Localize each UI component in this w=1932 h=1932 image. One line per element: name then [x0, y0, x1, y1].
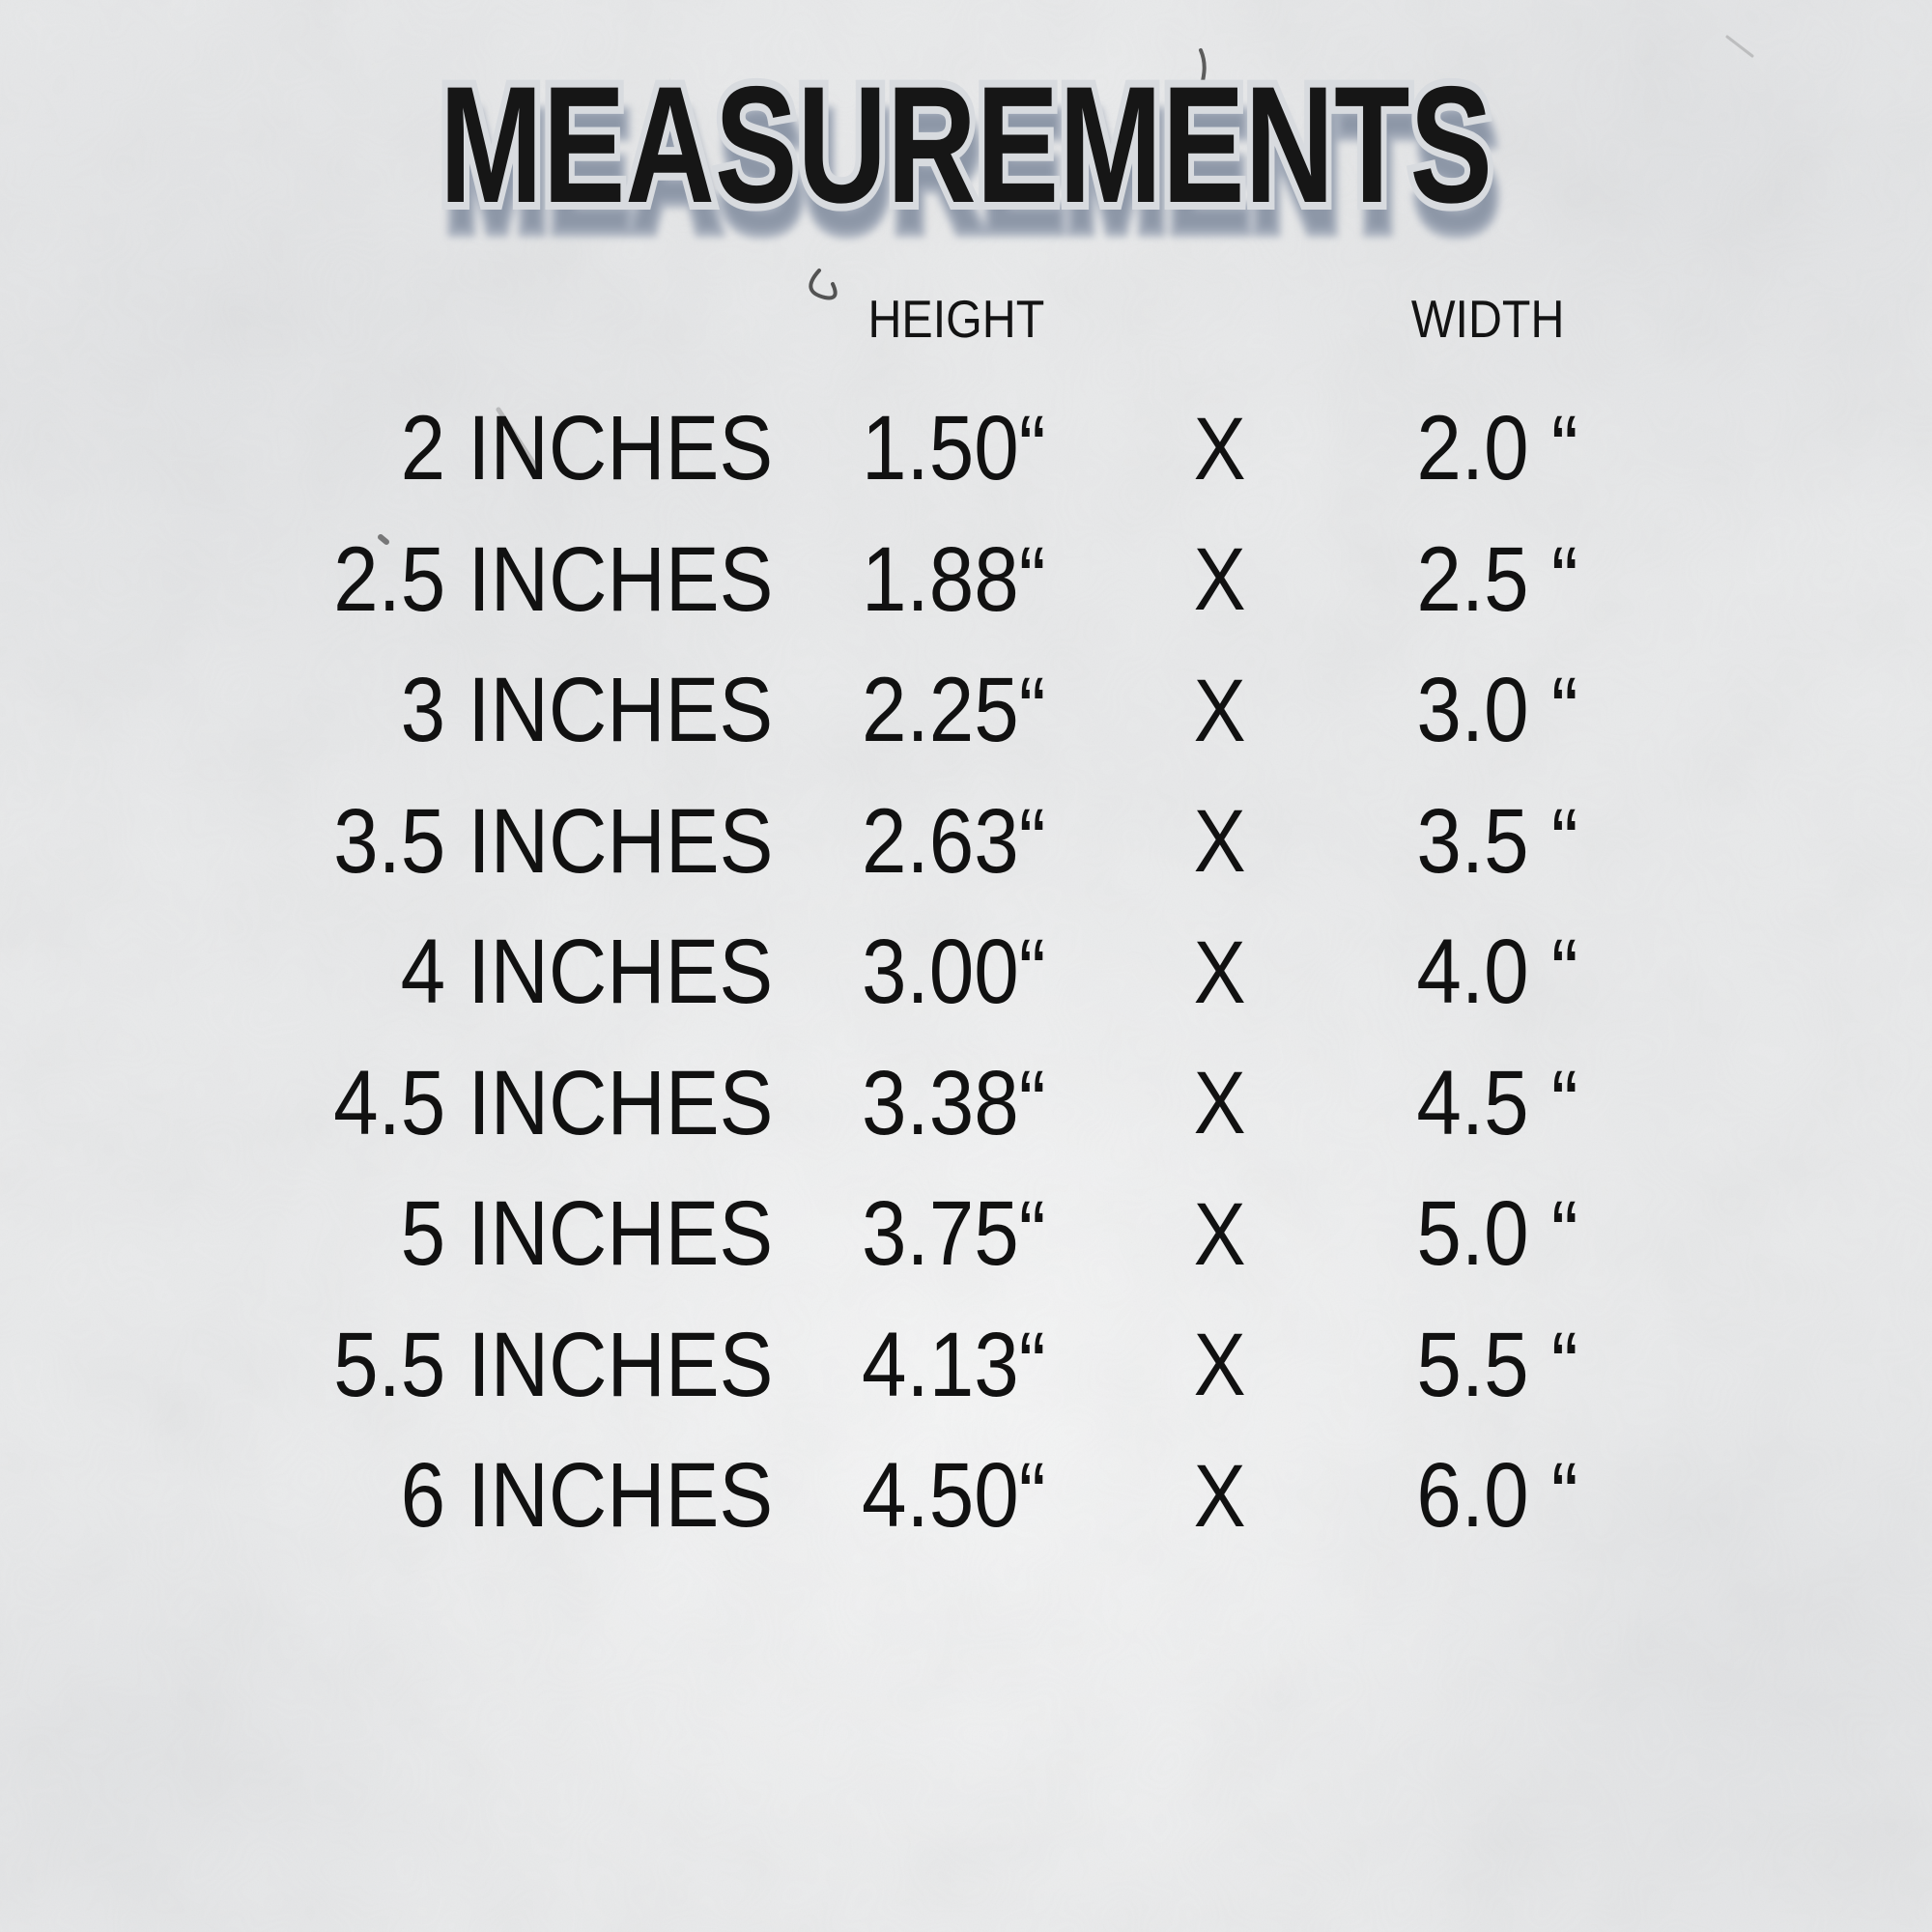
size-label: 5.5 INCHES: [0, 1313, 773, 1416]
table-row: 5.5 INCHES 4.13“ X 5.5 “: [0, 1300, 1690, 1432]
size-label-text: 3.5 INCHES: [332, 789, 773, 893]
x-separator-text: X: [1193, 399, 1246, 498]
size-label: 3 INCHES: [0, 665, 773, 756]
width-value: 3.0 “: [1304, 665, 1690, 756]
width-value: 5.0 “: [1304, 1188, 1690, 1280]
height-value: 1.88“: [773, 527, 1135, 631]
size-label: 4 INCHES: [0, 926, 773, 1018]
height-value-text: 1.88“: [862, 527, 1046, 631]
size-label-text: 5.5 INCHES: [332, 1313, 773, 1416]
height-value: 3.00“: [773, 926, 1135, 1018]
width-value-text: 5.0 “: [1416, 1182, 1578, 1286]
title-shadow-text: MEASUREMENTS: [445, 79, 1498, 265]
width-value-text: 5.5 “: [1416, 1313, 1578, 1416]
width-value: 2.5 “: [1304, 527, 1690, 631]
x-separator: X: [1135, 1321, 1304, 1409]
size-label-text: 2.5 INCHES: [332, 527, 773, 631]
x-separator-text: X: [1193, 1446, 1246, 1546]
size-label: 5 INCHES: [0, 1188, 773, 1280]
height-value: 4.13“: [773, 1313, 1135, 1416]
size-label-text: 3 INCHES: [400, 659, 773, 762]
x-separator: X: [1135, 1190, 1304, 1279]
table-row: 2.5 INCHES 1.88“ X 2.5 “: [0, 515, 1690, 646]
x-separator-text: X: [1193, 530, 1246, 630]
width-value-text: 2.5 “: [1416, 527, 1578, 631]
x-separator: X: [1135, 405, 1304, 494]
table-row: 4.5 INCHES 3.38“ X 4.5 “: [0, 1038, 1690, 1170]
x-separator: X: [1135, 928, 1304, 1017]
width-value: 3.5 “: [1304, 789, 1690, 893]
table-row: 4 INCHES 3.00“ X 4.0 “: [0, 907, 1690, 1038]
x-separator-text: X: [1193, 1054, 1246, 1153]
table-row: 2 INCHES 1.50“ X 2.0 “: [0, 384, 1690, 515]
width-value-text: 3.5 “: [1416, 789, 1578, 893]
width-value: 5.5 “: [1304, 1313, 1690, 1416]
column-header-width-text: WIDTH: [1410, 289, 1565, 349]
height-value-text: 4.13“: [862, 1313, 1046, 1416]
page-title: MEASUREMENTS: [440, 52, 1492, 238]
column-header-width: WIDTH: [1294, 293, 1681, 346]
width-value-text: 2.0 “: [1416, 397, 1578, 500]
size-label-text: 4.5 INCHES: [332, 1051, 773, 1154]
x-separator-text: X: [1193, 1316, 1246, 1415]
measurements-table: 2 INCHES 1.50“ X 2.0 “ 2.5 INCHES 1.88“ …: [0, 384, 1690, 1562]
height-value-text: 4.50“: [862, 1444, 1046, 1548]
height-value-text: 3.38“: [862, 1051, 1046, 1154]
width-value: 6.0 “: [1304, 1450, 1690, 1542]
table-row: 3 INCHES 2.25“ X 3.0 “: [0, 645, 1690, 777]
width-value-text: 3.0 “: [1416, 659, 1578, 762]
height-value-text: 1.50“: [862, 397, 1046, 500]
height-value-text: 2.63“: [862, 789, 1046, 893]
size-label: 2.5 INCHES: [0, 527, 773, 631]
height-value: 1.50“: [773, 403, 1135, 495]
size-label-text: 4 INCHES: [400, 921, 773, 1024]
height-value-text: 3.75“: [862, 1182, 1046, 1286]
size-label-text: 2 INCHES: [400, 397, 773, 500]
x-separator-text: X: [1193, 661, 1246, 760]
width-value-text: 4.0 “: [1416, 921, 1578, 1024]
width-value-text: 6.0 “: [1416, 1444, 1578, 1548]
size-label-text: 6 INCHES: [400, 1444, 773, 1548]
height-value: 2.25“: [773, 665, 1135, 756]
table-row: 5 INCHES 3.75“ X 5.0 “: [0, 1169, 1690, 1300]
size-label: 2 INCHES: [0, 403, 773, 495]
width-value-text: 4.5 “: [1416, 1051, 1578, 1154]
table-row: 6 INCHES 4.50“ X 6.0 “: [0, 1431, 1690, 1562]
size-label: 4.5 INCHES: [0, 1051, 773, 1154]
height-value: 3.38“: [773, 1051, 1135, 1154]
width-value: 4.5 “: [1304, 1051, 1690, 1154]
x-separator-text: X: [1193, 792, 1246, 892]
x-separator: X: [1135, 667, 1304, 755]
table-row: 3.5 INCHES 2.63“ X 3.5 “: [0, 777, 1690, 908]
x-separator-text: X: [1193, 1184, 1246, 1284]
height-value-text: 2.25“: [862, 659, 1046, 762]
x-separator: X: [1135, 1059, 1304, 1148]
height-value-text: 3.00“: [862, 921, 1046, 1024]
width-value: 2.0 “: [1304, 403, 1690, 495]
height-value: 3.75“: [773, 1188, 1135, 1280]
x-separator: X: [1135, 535, 1304, 624]
size-label: 3.5 INCHES: [0, 789, 773, 893]
title-graphic: MEASUREMENTS MEASUREMENTS: [432, 44, 1506, 272]
x-separator-text: X: [1193, 923, 1246, 1022]
height-value: 2.63“: [773, 789, 1135, 893]
x-separator: X: [1135, 1452, 1304, 1541]
height-value: 4.50“: [773, 1450, 1135, 1542]
size-label: 6 INCHES: [0, 1450, 773, 1542]
paper-fiber-specks: [378, 35, 1754, 545]
x-separator: X: [1135, 797, 1304, 886]
size-label-text: 5 INCHES: [400, 1182, 773, 1286]
column-header-height-text: HEIGHT: [867, 289, 1045, 349]
width-value: 4.0 “: [1304, 926, 1690, 1018]
column-header-height: HEIGHT: [778, 293, 1135, 346]
